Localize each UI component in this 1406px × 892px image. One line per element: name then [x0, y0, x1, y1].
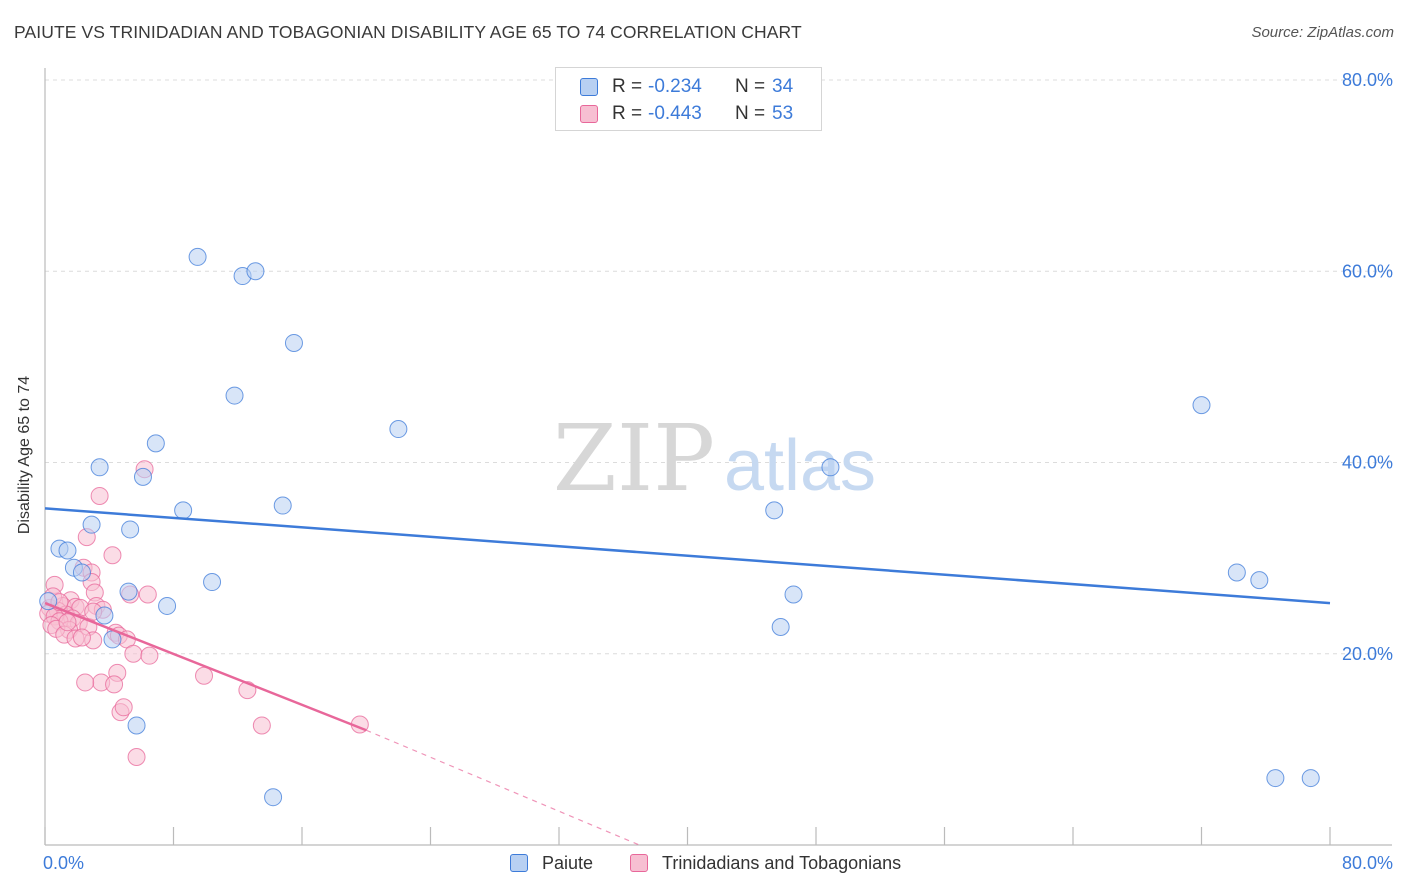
data-point [174, 501, 193, 520]
data-point [246, 262, 265, 281]
data-point [95, 606, 114, 625]
data-point [140, 646, 159, 665]
data-point [121, 520, 140, 539]
data-point [821, 458, 840, 477]
data-point [1301, 769, 1320, 788]
data-point [1266, 769, 1285, 788]
legend-n-value: 34 [772, 76, 794, 97]
legend-n-value: 53 [772, 103, 794, 124]
data-point [264, 788, 283, 807]
data-point [195, 666, 214, 685]
data-point [105, 675, 124, 694]
legend-r-label: R = [612, 103, 643, 124]
trend-lines [44, 507, 1331, 846]
trend-line-paiute [44, 507, 1331, 605]
data-point [119, 582, 138, 601]
data-point [1227, 563, 1246, 582]
legend-n-label: N = [735, 103, 766, 124]
data-point [225, 386, 244, 405]
data-point [114, 698, 133, 717]
data-point [127, 716, 146, 735]
correlation-legend: R = -0.234 N = 34 R = -0.443 N = 53 [555, 67, 822, 131]
data-point [124, 644, 143, 663]
data-point [82, 515, 101, 534]
data-point [389, 420, 408, 439]
data-point [252, 716, 271, 735]
bottom-legend-label: Trinidadians and Tobagonians [662, 853, 902, 873]
series-paiute-points [39, 247, 1320, 807]
data-point [158, 596, 177, 615]
y-tick-label: 80.0% [1342, 70, 1393, 90]
watermark-zip: ZIP [553, 405, 715, 512]
data-point [58, 541, 77, 560]
data-point [1250, 571, 1269, 590]
data-point [284, 333, 303, 352]
data-point [784, 585, 803, 604]
data-point [138, 585, 157, 604]
bottom-legend-swatch-pink [630, 854, 648, 872]
source-label: Source: ZipAtlas.com [1251, 24, 1394, 41]
data-point [203, 573, 222, 592]
data-point [273, 496, 292, 515]
watermark-atlas: atlas [724, 426, 876, 506]
data-point [127, 748, 146, 767]
trend-line-trinidadian-extension [366, 729, 640, 846]
data-point [1192, 396, 1211, 415]
y-tick-label: 60.0% [1342, 261, 1393, 281]
legend-n-label: N = [735, 76, 766, 97]
data-point [58, 613, 77, 632]
data-point [103, 546, 122, 565]
legend-r-value: -0.234 [648, 76, 702, 97]
axes [44, 68, 1392, 846]
trend-line-trinidadian [44, 601, 367, 732]
bottom-legend-swatch-blue [510, 854, 528, 872]
legend-swatch-blue [580, 78, 598, 96]
legend-r-label: R = [612, 76, 643, 97]
data-point [90, 458, 109, 477]
data-point [72, 563, 91, 582]
data-point [765, 501, 784, 520]
y-tick-label: 20.0% [1342, 644, 1393, 664]
data-point [76, 673, 95, 692]
y-axis-title: Disability Age 65 to 74 [16, 375, 33, 535]
tick-labels: 20.0% 40.0% 60.0% 80.0% 0.0% 80.0% [43, 70, 1393, 873]
data-point [90, 486, 109, 505]
legend-swatch-pink [580, 105, 598, 123]
chart-title: PAIUTE VS TRINIDADIAN AND TOBAGONIAN DIS… [14, 22, 802, 42]
data-point [771, 617, 790, 636]
bottom-legend-label: Paiute [542, 853, 594, 873]
data-point [133, 467, 152, 486]
series-trinidadian-points [39, 460, 369, 767]
x-tick-label: 80.0% [1342, 853, 1393, 873]
gridlines [45, 79, 1392, 655]
data-point [72, 628, 91, 647]
data-point [146, 434, 165, 453]
watermark: ZIP atlas [553, 405, 876, 512]
y-tick-label: 40.0% [1342, 453, 1393, 473]
x-tick-label: 0.0% [43, 853, 84, 873]
legend-r-value: -0.443 [648, 103, 702, 124]
data-point [188, 247, 207, 266]
